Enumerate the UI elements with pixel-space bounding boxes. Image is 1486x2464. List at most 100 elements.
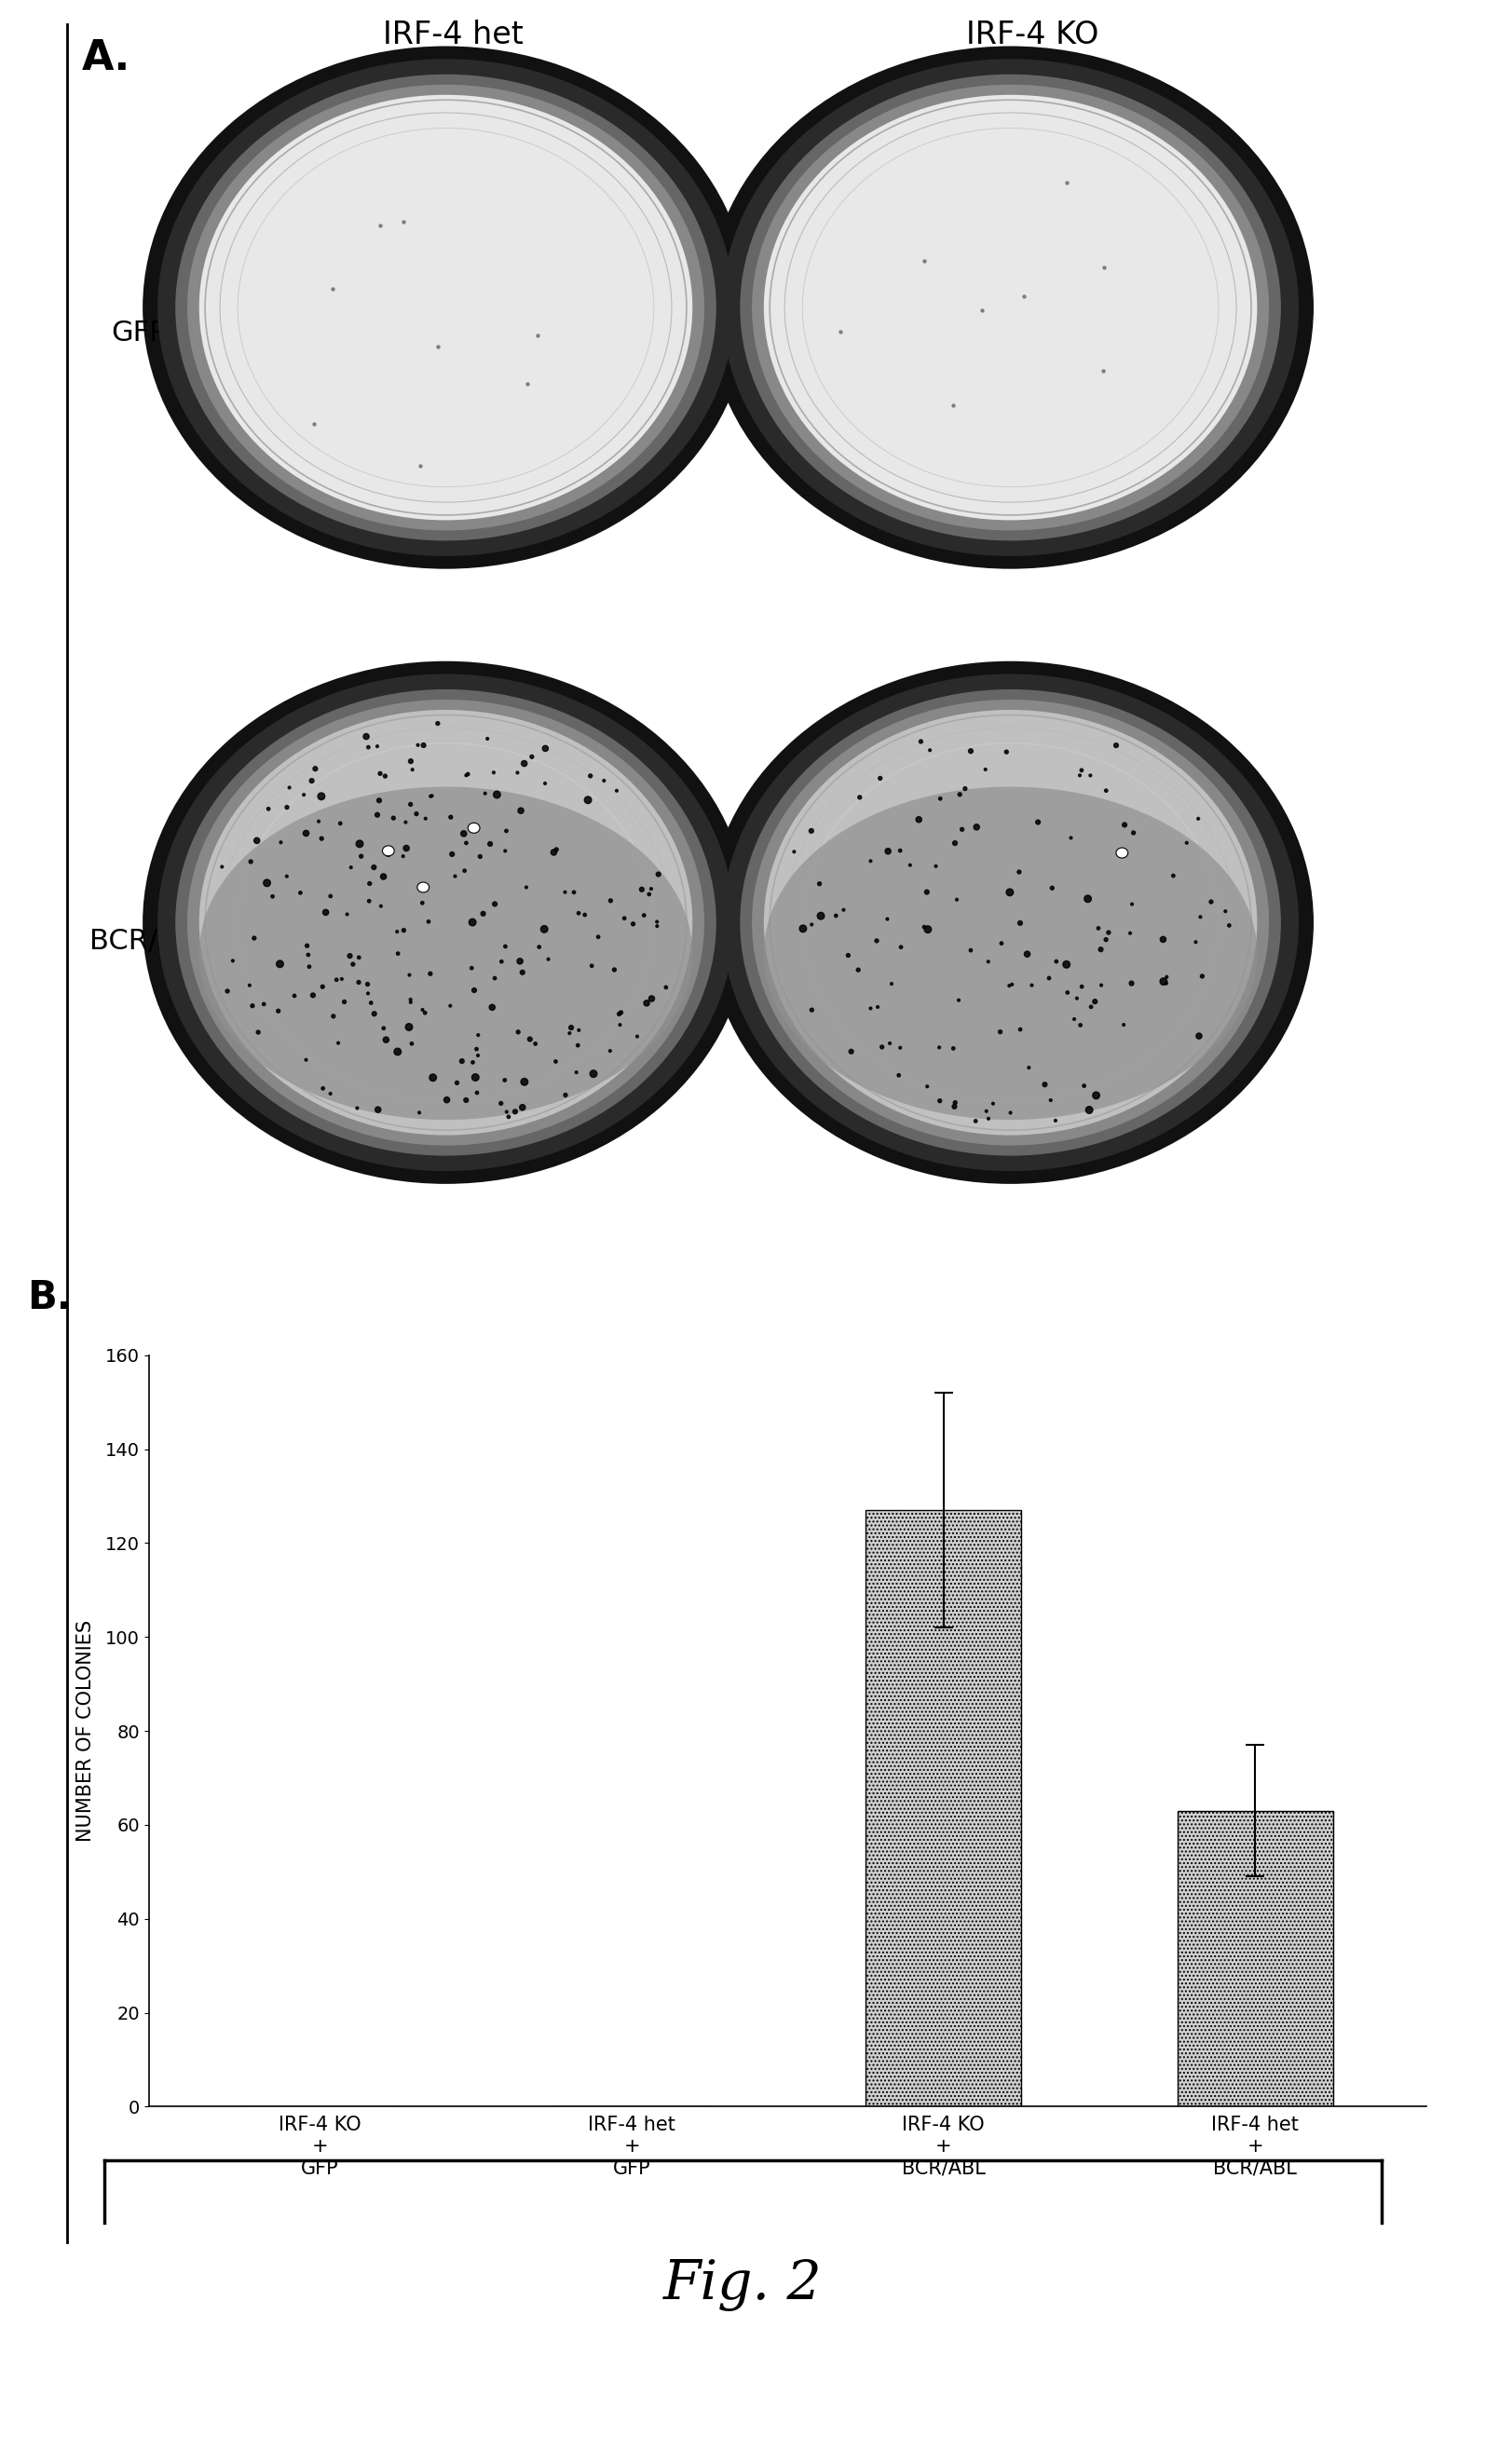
Point bbox=[999, 872, 1022, 912]
Point bbox=[330, 958, 354, 998]
Point bbox=[373, 756, 397, 796]
Point bbox=[363, 993, 386, 1032]
Point bbox=[511, 1087, 535, 1126]
Point bbox=[345, 1089, 369, 1129]
Point bbox=[554, 1074, 578, 1114]
Point bbox=[513, 1062, 536, 1101]
Point bbox=[419, 954, 443, 993]
Point bbox=[929, 779, 953, 818]
Ellipse shape bbox=[175, 74, 716, 540]
Point bbox=[394, 828, 418, 867]
Point bbox=[1089, 966, 1113, 1005]
Point bbox=[970, 291, 994, 330]
Point bbox=[944, 823, 967, 862]
Point bbox=[528, 926, 551, 966]
Point bbox=[398, 742, 422, 781]
Point bbox=[1025, 803, 1049, 843]
Point bbox=[1079, 988, 1103, 1027]
Point bbox=[912, 907, 936, 946]
Point bbox=[374, 1020, 398, 1060]
Point bbox=[859, 840, 883, 880]
Point bbox=[309, 776, 333, 816]
Point bbox=[988, 1013, 1012, 1052]
Point bbox=[294, 813, 318, 853]
Point bbox=[1008, 904, 1031, 944]
Point bbox=[953, 769, 976, 808]
Point bbox=[562, 872, 585, 912]
Point bbox=[626, 1018, 649, 1057]
Point bbox=[1077, 1089, 1101, 1129]
Point bbox=[495, 811, 519, 850]
Point bbox=[419, 776, 443, 816]
Point bbox=[599, 882, 623, 922]
Point bbox=[1199, 882, 1223, 922]
Point bbox=[406, 724, 429, 764]
Point bbox=[1155, 963, 1178, 1003]
Point bbox=[333, 983, 357, 1023]
Point bbox=[508, 941, 532, 981]
Point bbox=[354, 717, 377, 756]
Point bbox=[1055, 944, 1079, 983]
Point bbox=[257, 788, 281, 828]
Point bbox=[568, 1010, 591, 1050]
Point bbox=[1062, 1000, 1086, 1040]
Point bbox=[483, 885, 507, 924]
Point bbox=[645, 907, 669, 946]
Point bbox=[1152, 919, 1175, 958]
Point bbox=[640, 978, 664, 1018]
Point bbox=[493, 926, 517, 966]
Point bbox=[321, 269, 345, 308]
Point bbox=[1214, 892, 1238, 931]
Point bbox=[975, 1092, 999, 1131]
Point bbox=[410, 882, 434, 922]
Point bbox=[1045, 941, 1068, 981]
Point bbox=[473, 774, 496, 813]
Ellipse shape bbox=[468, 823, 480, 833]
Point bbox=[407, 1094, 431, 1133]
Point bbox=[357, 882, 380, 922]
Point bbox=[394, 803, 418, 843]
Point bbox=[1019, 966, 1043, 1005]
Point bbox=[1091, 352, 1114, 392]
Point bbox=[1217, 907, 1241, 946]
Point bbox=[1065, 978, 1089, 1018]
Point bbox=[455, 756, 478, 796]
Ellipse shape bbox=[1116, 848, 1128, 857]
Point bbox=[591, 761, 615, 801]
Point bbox=[639, 870, 663, 909]
Point bbox=[306, 801, 330, 840]
Point bbox=[489, 1084, 513, 1124]
Point bbox=[311, 1069, 334, 1109]
Point bbox=[941, 384, 964, 424]
Point bbox=[945, 880, 969, 919]
Point bbox=[948, 774, 972, 813]
Point bbox=[357, 727, 380, 766]
Point bbox=[577, 781, 600, 821]
Point bbox=[581, 1055, 605, 1094]
Point bbox=[385, 912, 409, 951]
Text: B.: B. bbox=[27, 1279, 71, 1318]
Ellipse shape bbox=[752, 84, 1269, 530]
Point bbox=[1189, 897, 1213, 936]
Point bbox=[238, 966, 262, 1005]
Point bbox=[559, 1008, 583, 1047]
Text: IRF-4 het: IRF-4 het bbox=[383, 20, 523, 49]
Point bbox=[327, 1023, 351, 1062]
Point bbox=[505, 754, 529, 793]
Point bbox=[906, 801, 930, 840]
Point bbox=[990, 924, 1013, 963]
Point bbox=[357, 973, 380, 1013]
Point bbox=[637, 875, 661, 914]
Point bbox=[915, 909, 939, 949]
Point bbox=[1119, 963, 1143, 1003]
Point bbox=[915, 872, 939, 912]
Text: GFP: GFP bbox=[111, 320, 166, 347]
Point bbox=[410, 991, 434, 1030]
Point bbox=[807, 865, 831, 904]
Point bbox=[1012, 276, 1036, 315]
Point bbox=[496, 1096, 520, 1136]
Point bbox=[927, 1082, 951, 1121]
Point bbox=[868, 759, 892, 798]
Point bbox=[1033, 1064, 1057, 1104]
Ellipse shape bbox=[199, 710, 692, 1136]
